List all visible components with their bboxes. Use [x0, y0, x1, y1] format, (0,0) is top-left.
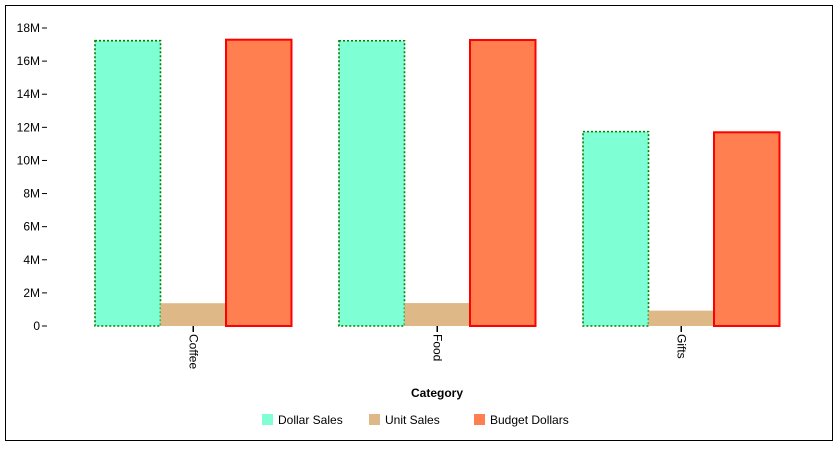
- bar-budget-dollars-coffee: [225, 38, 293, 328]
- y-axis: 0 2M 4M 6M 8M 10M 12M 14M 16M 18M: [17, 21, 47, 333]
- legend-swatch: [474, 414, 485, 425]
- bar-unit-sales-food: [404, 303, 470, 326]
- legend-item-budget-dollars: Budget Dollars: [474, 413, 569, 427]
- x-tick-label: Food: [430, 334, 444, 361]
- y-tick-label: 4M: [23, 253, 40, 267]
- y-tick-label: 6M: [23, 220, 40, 234]
- bar-dollar-sales-food: [338, 39, 406, 327]
- bars: [94, 38, 781, 328]
- legend: Dollar Sales Unit Sales Budget Dollars: [262, 413, 569, 427]
- bar-unit-sales-gifts: [648, 310, 714, 326]
- y-tick-label: 16M: [17, 54, 40, 68]
- y-tick-label: 18M: [17, 21, 40, 35]
- legend-label: Budget Dollars: [490, 413, 569, 427]
- y-tick-label: 14M: [17, 87, 40, 101]
- x-tick-label: Coffee: [186, 334, 200, 369]
- y-tick-label: 10M: [17, 153, 40, 167]
- legend-item-unit-sales: Unit Sales: [369, 413, 440, 427]
- y-tick-label: 2M: [23, 286, 40, 300]
- legend-swatch: [369, 414, 380, 425]
- bar-budget-dollars-gifts: [713, 131, 781, 327]
- bar-dollar-sales-coffee: [94, 39, 162, 327]
- y-tick-label: 0: [33, 319, 40, 333]
- x-axis: Coffee Food Gifts: [186, 326, 688, 369]
- bar-budget-dollars-food: [469, 39, 537, 328]
- legend-swatch: [262, 414, 273, 425]
- legend-label: Unit Sales: [385, 413, 440, 427]
- y-tick-label: 12M: [17, 120, 40, 134]
- legend-item-dollar-sales: Dollar Sales: [262, 413, 343, 427]
- y-tick-label: 8M: [23, 187, 40, 201]
- bar-dollar-sales-gifts: [582, 130, 650, 327]
- legend-label: Dollar Sales: [278, 413, 343, 427]
- x-axis-title: Category: [411, 386, 463, 400]
- x-tick-label: Gifts: [674, 334, 688, 359]
- bar-unit-sales-coffee: [160, 303, 226, 326]
